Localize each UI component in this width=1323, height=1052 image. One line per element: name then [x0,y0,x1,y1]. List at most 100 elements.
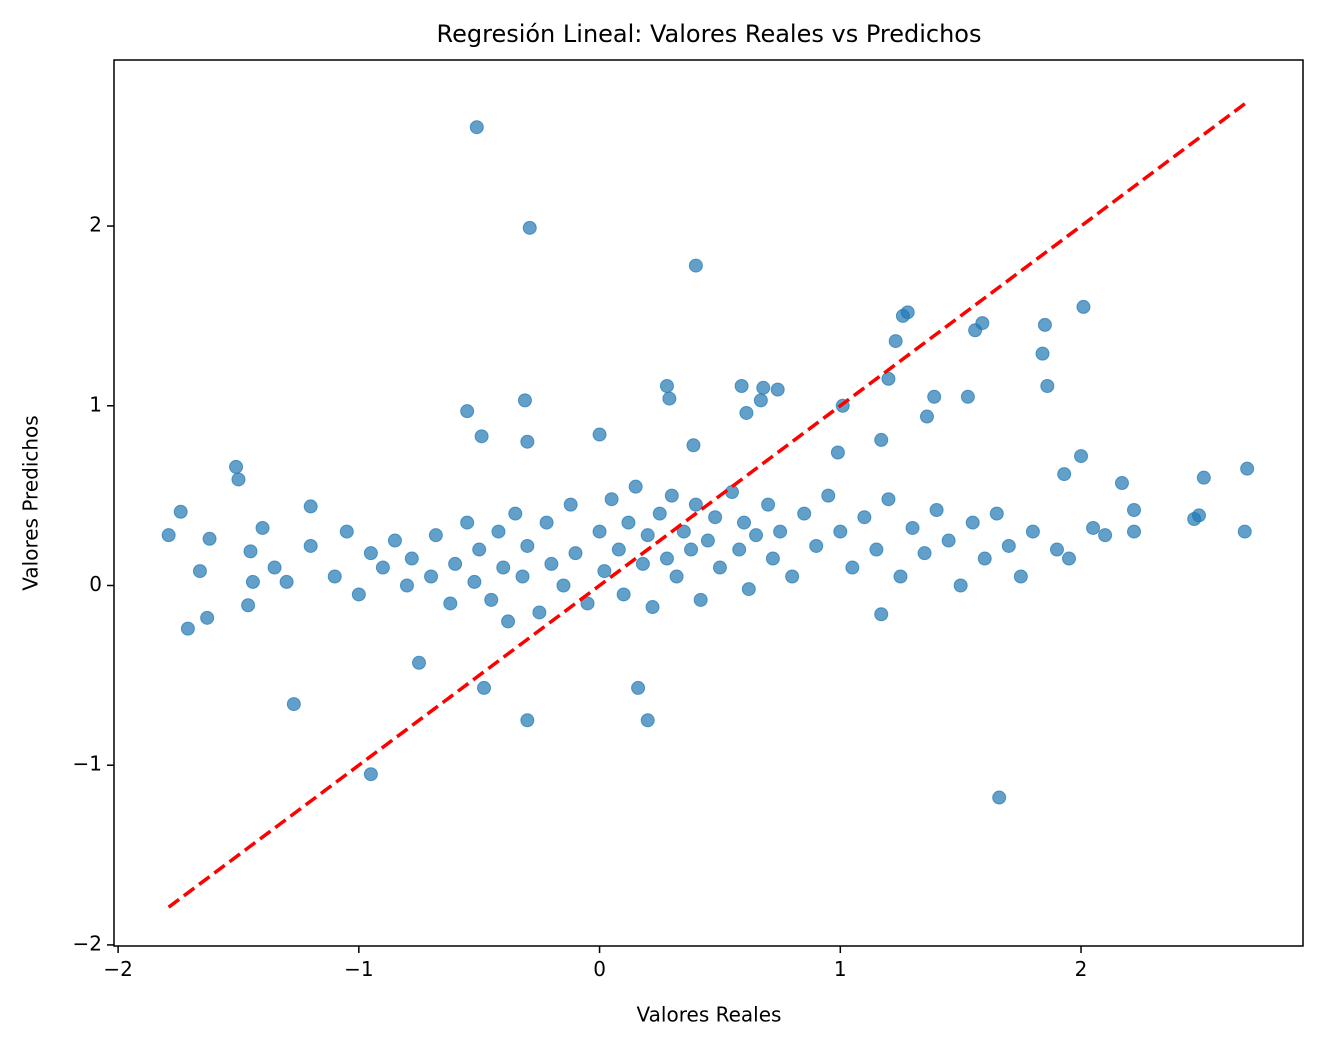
scatter-point [830,445,845,460]
scatter-point [874,432,889,447]
scatter-point [303,538,318,553]
scatter-point [597,564,612,579]
scatter-point [484,592,499,607]
scatter-point [522,220,537,235]
scatter-point [965,515,980,530]
scatter-point [881,371,896,386]
scatter-point [874,607,889,622]
scatter-point [785,569,800,584]
scatter-point [895,308,910,323]
scatter-point [180,621,195,636]
scatter-point [1237,524,1252,539]
scatter-point [845,560,860,575]
scatter-point [469,120,484,135]
y-tick-label: 0 [89,572,102,596]
scatter-point [387,533,402,548]
scatter-point [255,520,270,535]
scatter-point [797,506,812,521]
scatter-point [1035,346,1050,361]
scatter-point [821,488,836,503]
scatter-point [161,528,176,543]
scatter-point [927,389,942,404]
scatter-point [977,551,992,566]
scatter-point [267,560,282,575]
scatter-point [616,587,631,602]
scatter-point [339,524,354,539]
scatter-point [520,434,535,449]
scatter-point [621,515,636,530]
scatter-point [1076,299,1091,314]
scatter-point [893,569,908,584]
scatter-point [604,492,619,507]
x-tick-label: 1 [834,957,847,981]
scatter-point [753,393,768,408]
scatter-point [700,533,715,548]
scatter-point [556,578,571,593]
scatter-point [448,556,463,571]
scatter-point [1196,470,1211,485]
scatter-point [765,551,780,566]
scatter-point [173,504,188,519]
x-tick-label: −1 [344,957,373,981]
scatter-point [992,790,1007,805]
scatter-point [756,380,771,395]
scatter-point [375,560,390,575]
scatter-point [532,605,547,620]
scatter-point [515,569,530,584]
scatter-point [1127,524,1142,539]
scatter-point [1086,520,1101,535]
scatter-point [869,542,884,557]
scatter-point [737,515,752,530]
scatter-point [741,582,756,597]
y-tick-label: 2 [89,213,102,237]
scatter-point [676,524,691,539]
scatter-point [686,438,701,453]
scatter-point [428,528,443,543]
scatter-point [568,546,583,561]
y-tick-label: −1 [73,752,102,776]
scatter-point [652,506,667,521]
scatter-point [1013,569,1028,584]
scatter-point [659,551,674,566]
scatter-point [229,459,244,474]
scatter-point [953,578,968,593]
scatter-point [1098,528,1113,543]
scatter-point [1127,503,1142,518]
scatter-point [712,560,727,575]
scatter-point [501,614,516,629]
scatter-point [460,404,475,419]
scatter-point [424,569,439,584]
scatter-point [1037,317,1052,332]
scatter-point [1001,538,1016,553]
scatter-point [399,578,414,593]
scatter-point [732,542,747,557]
scatter-point [640,528,655,543]
x-tick-label: 0 [593,957,606,981]
scatter-point [351,587,366,602]
scatter-point [520,538,535,553]
scatter-point [1062,551,1077,566]
scatter-point [279,574,294,589]
scatter-point [645,600,660,615]
scatter-point [631,680,646,695]
scatter-point [592,427,607,442]
scatter-point [592,524,607,539]
scatter-point [693,592,708,607]
y-axis-label: Valores Predichos [19,415,43,590]
scatter-point [241,598,256,613]
scatter-point [303,499,318,514]
y-tick-label: 1 [89,392,102,416]
scatter-point [200,610,215,625]
scatter-point [1049,542,1064,557]
scatter-point [1114,476,1129,491]
scatter-point [761,497,776,512]
x-tick-label: 2 [1075,957,1088,981]
scatter-point [520,713,535,728]
scatter-point [628,479,643,494]
scatter-point [659,379,674,394]
x-tick-label: −2 [103,957,132,981]
scatter-point [539,515,554,530]
scatter-point [960,389,975,404]
scatter-point [202,531,217,546]
